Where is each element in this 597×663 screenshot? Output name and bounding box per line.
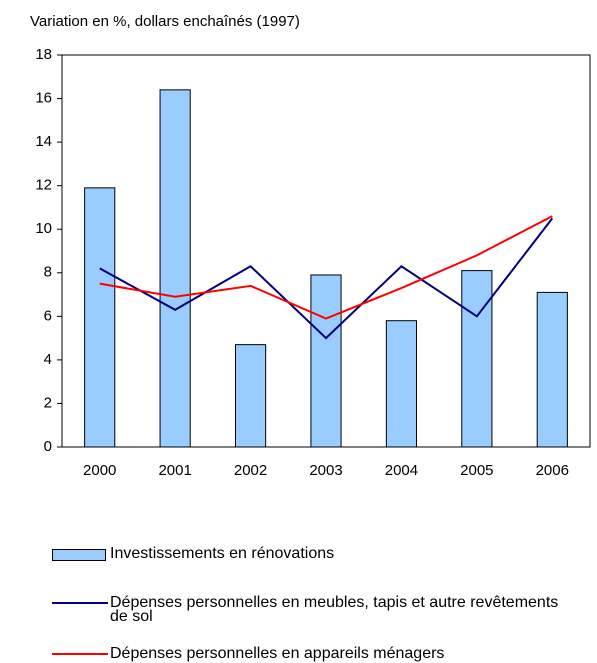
legend-label: Dépenses personnelles en appareils ménag… [110, 645, 445, 662]
legend-label: Dépenses personnelles en meubles, tapis … [110, 594, 559, 625]
y-tick-label: 14 [35, 133, 52, 150]
y-tick-label: 16 [35, 90, 52, 107]
line [99, 215, 553, 320]
legend-label: Investissements en rénovations [110, 545, 335, 562]
legend-swatch [52, 653, 108, 655]
bar [159, 89, 191, 448]
chart: Variation en %, dollars enchaînés (1997)… [30, 13, 591, 479]
line [99, 217, 554, 340]
y-tick-label: 0 [44, 438, 52, 455]
plot-frame [61, 54, 591, 448]
x-tick-label: 2001 [158, 462, 191, 479]
x-tick-label: 2006 [536, 462, 569, 479]
bar [461, 270, 493, 448]
x-tick-label: 2004 [385, 462, 418, 479]
y-tick-label: 6 [44, 307, 52, 324]
x-tick-label: 2000 [83, 462, 116, 479]
y-tick-label: 18 [35, 46, 52, 63]
legend-swatch [52, 602, 108, 604]
y-tick-label: 4 [44, 351, 52, 368]
bar [536, 291, 568, 448]
x-tick-label: 2005 [460, 462, 493, 479]
x-tick-label: 2002 [234, 462, 267, 479]
y-tick-label: 2 [44, 394, 52, 411]
legend-swatch [52, 549, 106, 561]
bar [84, 187, 116, 448]
chart-subtitle: Variation en %, dollars enchaînés (1997) [30, 13, 300, 30]
y-tick-label: 10 [35, 220, 52, 237]
x-tick-label: 2003 [309, 462, 342, 479]
y-tick-label: 12 [35, 177, 52, 194]
bar [234, 344, 267, 448]
bar [310, 274, 342, 448]
bar [385, 320, 418, 448]
y-tick-label: 8 [44, 264, 52, 281]
